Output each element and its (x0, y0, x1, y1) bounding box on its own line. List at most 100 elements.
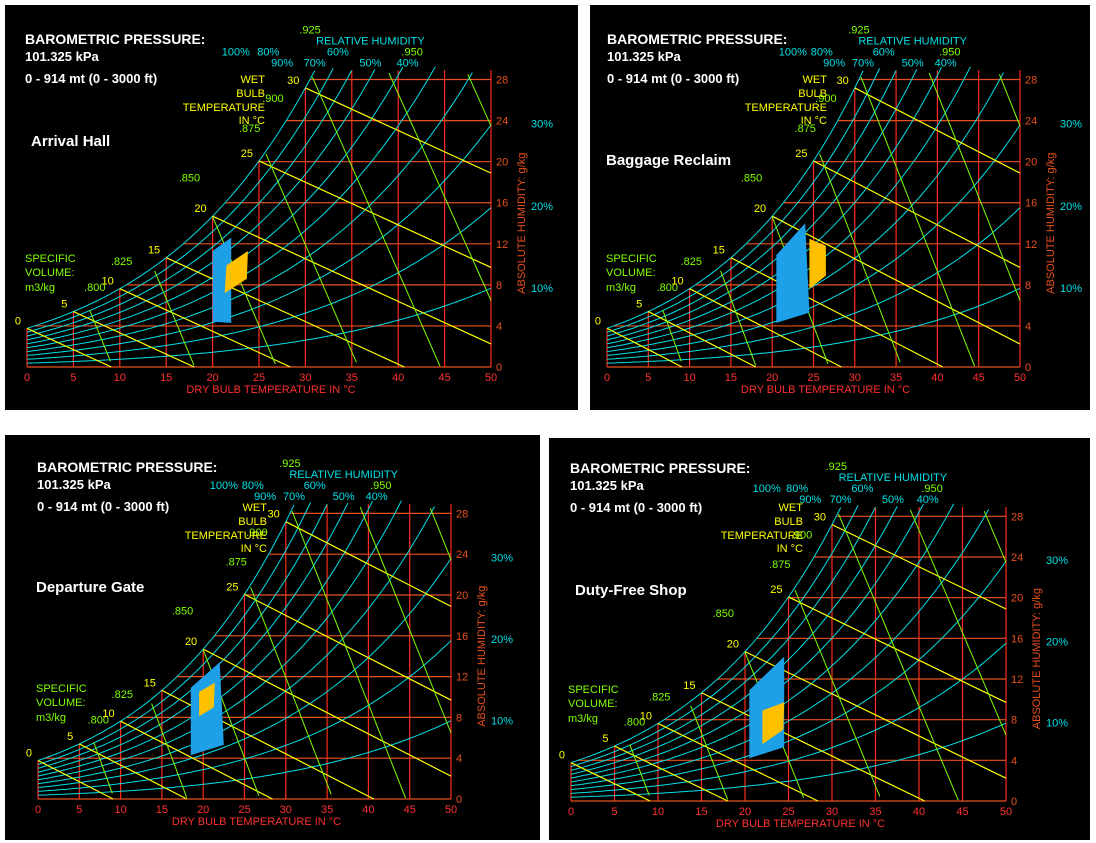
x-tick-label: 0 (35, 804, 41, 816)
wet-bulb-tick: 20 (194, 203, 206, 215)
specific-volume-tick: .900 (246, 527, 267, 539)
wet-bulb-tick: 10 (671, 276, 683, 288)
specific-volume-label-line: m3/kg (568, 712, 598, 725)
wet-bulb-label-line: TEMPERATURE (182, 101, 265, 114)
wet-bulb-line (119, 288, 291, 368)
y-tick-label: 28 (1025, 75, 1037, 87)
y-tick-label: 0 (496, 362, 502, 374)
relative-humidity-curve (37, 504, 295, 761)
wet-bulb-label-line: BULB (798, 87, 827, 100)
x-tick-label: 5 (70, 372, 76, 384)
relative-humidity-curve (570, 505, 859, 767)
y-axis-label: ABSOLUTE HUMIDITY: g/kg (1031, 588, 1043, 729)
y-tick-label: 12 (456, 672, 468, 684)
specific-volume-tick: .825 (111, 256, 132, 268)
specific-volume-line (629, 744, 650, 796)
wet-bulb-label-line: IN °C (238, 115, 265, 128)
comfort-zone-winter (212, 237, 232, 323)
x-tick-label: 40 (392, 372, 404, 384)
comfort-zone-summer (199, 682, 215, 717)
wet-bulb-line (657, 722, 819, 802)
wet-bulb-tick: 0 (26, 748, 32, 760)
specific-volume-line (89, 309, 111, 362)
specific-volume-line (265, 153, 357, 363)
specific-volume-label-line: VOLUME: (36, 697, 86, 710)
chart-title: Duty-Free Shop (575, 582, 687, 599)
wet-bulb-tick: 0 (559, 750, 565, 762)
specific-volume-line (467, 74, 492, 127)
specific-volume-line (998, 74, 1021, 127)
x-axis-label: DRY BULB TEMPERATURE IN °C (741, 384, 910, 396)
barometric-title: BAROMETRIC PRESSURE: (607, 31, 788, 47)
y-tick-label: 20 (1025, 157, 1037, 169)
rh-label: 80% (257, 46, 279, 58)
wet-bulb-line (202, 648, 452, 777)
y-tick-label: 28 (1011, 511, 1023, 523)
wet-bulb-line (744, 651, 1007, 779)
rh-label: 80% (242, 480, 264, 492)
chart-title: Baggage Reclaim (606, 152, 732, 169)
wet-bulb-label-line: BULB (236, 87, 265, 100)
comfort-zone-summer (762, 702, 785, 745)
chart-title: Departure Gate (36, 579, 145, 596)
y-tick-label: 4 (1025, 321, 1031, 333)
rh-side-label: 20% (1060, 201, 1082, 213)
rh-side-label: 10% (1060, 283, 1082, 295)
specific-volume-tick: .900 (815, 93, 836, 105)
wet-bulb-line (854, 87, 1021, 174)
y-axis-label: ABSOLUTE HUMIDITY: g/kg (516, 153, 528, 294)
wet-bulb-tick: 10 (640, 710, 652, 722)
x-tick-label: 35 (869, 806, 881, 818)
specific-volume-line (250, 587, 332, 795)
specific-volume-line (720, 270, 757, 366)
y-tick-label: 16 (456, 631, 468, 643)
wet-bulb-tick: 20 (754, 203, 766, 215)
specific-volume-line (429, 508, 452, 560)
wet-bulb-label-line: TEMPERATURE (184, 529, 267, 542)
wet-bulb-tick: 20 (727, 639, 739, 651)
wet-bulb-tick: 25 (226, 581, 238, 593)
wet-bulb-line (244, 593, 452, 701)
barometric-info: BAROMETRIC PRESSURE: 101.325 kPa 0 - 914… (607, 31, 787, 87)
rh-side-label: 30% (491, 552, 513, 564)
x-tick-label: 30 (826, 806, 838, 818)
y-tick-label: 12 (1025, 239, 1037, 251)
y-tick-label: 24 (1025, 116, 1037, 128)
wet-bulb-tick: 15 (683, 680, 695, 692)
rh-label: 100% (210, 480, 238, 492)
specific-volume-line (860, 76, 976, 367)
specific-volume-line (359, 506, 452, 733)
wet-bulb-line (258, 160, 492, 268)
x-tick-label: 40 (362, 804, 374, 816)
specific-volume-label-line: VOLUME: (25, 267, 75, 280)
x-tick-label: 10 (114, 804, 126, 816)
specific-volume-tick: .875 (226, 556, 247, 568)
rh-side-label: 20% (531, 201, 553, 213)
x-tick-label: 40 (931, 372, 943, 384)
specific-volume-tick: .875 (795, 123, 816, 135)
specific-volume-line (983, 510, 1007, 563)
specific-volume-tick: .950 (939, 46, 960, 58)
specific-volume-tick: .925 (826, 461, 847, 473)
wet-bulb-label-line: WET (240, 74, 265, 86)
x-axis-label: DRY BULB TEMPERATURE IN °C (172, 816, 341, 828)
x-tick-label: 15 (695, 806, 707, 818)
x-tick-label: 0 (604, 372, 610, 384)
rh-side-label: 10% (491, 715, 513, 727)
y-tick-label: 24 (1011, 552, 1023, 564)
relative-humidity-curve (570, 505, 898, 775)
relative-humidity-curve (26, 70, 353, 337)
specific-volume-line (154, 270, 195, 366)
rh-label: 60% (873, 46, 895, 58)
rh-label: 70% (852, 57, 874, 69)
specific-volume-tick: .950 (370, 480, 391, 492)
relative-humidity-curve (606, 70, 864, 329)
specific-volume-label: SPECIFIC VOLUME: m3/kg (568, 683, 619, 726)
wet-bulb-tick: 5 (61, 299, 67, 311)
rh-label: 90% (254, 491, 276, 503)
specific-volume-label-line: m3/kg (25, 281, 55, 294)
specific-volume-label-line: SPECIFIC (568, 684, 619, 696)
x-tick-label: 50 (445, 804, 457, 816)
x-tick-label: 20 (766, 372, 778, 384)
